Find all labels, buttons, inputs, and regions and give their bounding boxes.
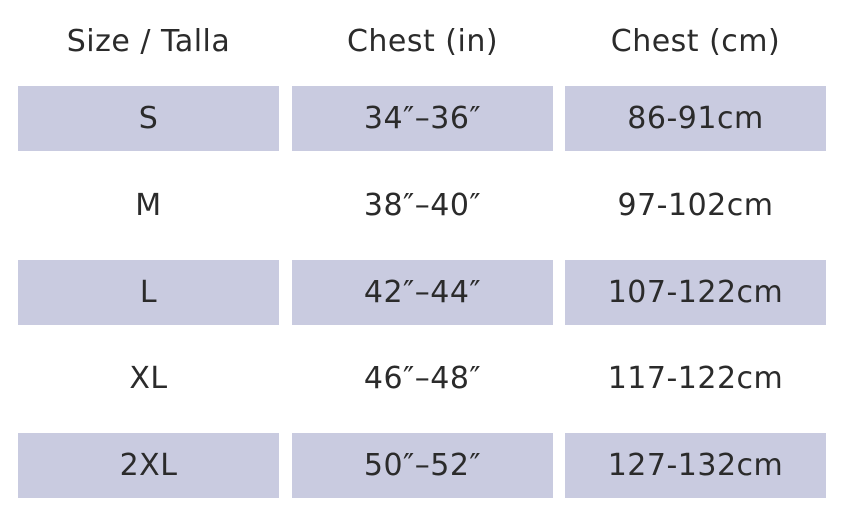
table-cell: 46″–48″ — [363, 361, 482, 397]
table-cell: L — [18, 259, 279, 325]
table-cell: 50″–52″ — [292, 433, 553, 499]
table-cell: 38″–40″ — [363, 187, 482, 223]
table-cell: 117-122cm — [607, 361, 784, 397]
table-cell: 127-132cm — [565, 433, 826, 499]
table-cell: 2XL — [18, 433, 279, 499]
table-cell: XL — [129, 361, 168, 397]
table-cell: 86-91cm — [565, 86, 826, 151]
table-cell: M — [135, 187, 162, 223]
table-cell: 42″–44″ — [292, 259, 553, 325]
header-cell: Chest (in) — [346, 24, 499, 59]
table-cell: S — [18, 86, 279, 151]
table-cell: 107-122cm — [565, 259, 826, 325]
header-cell: Size / Talla — [66, 24, 231, 59]
table-cell: 97-102cm — [617, 187, 774, 223]
table-cell: 34″–36″ — [292, 86, 553, 151]
header-cell: Chest (cm) — [610, 24, 781, 59]
